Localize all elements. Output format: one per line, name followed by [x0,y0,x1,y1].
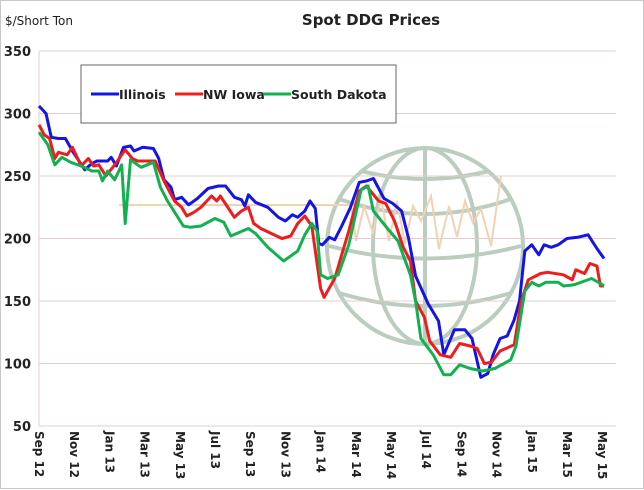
x-tick-label: Jan 15 [525,430,539,473]
series-line-illinois [37,104,606,379]
chart-title: Spot DDG Prices [302,11,440,29]
x-tick-label: Jan 14 [314,430,328,473]
y-tick-label: 200 [4,233,31,248]
x-tick-label: Nov 13 [278,431,292,478]
y-tick-label: 350 [4,45,31,60]
y-tick-label: 100 [4,358,31,373]
y-axis-label: $/Short Ton [5,14,73,28]
x-tick-label: Mar 14 [349,431,363,478]
y-tick-label: 250 [4,170,31,185]
legend-label: NW Iowa [203,87,265,102]
x-tick-label: May 14 [384,431,398,479]
y-tick-label: 150 [4,295,31,310]
x-tick-label: Sep 14 [454,431,468,477]
x-tick-label: Jul 13 [208,430,222,469]
x-tick-label: Jan 13 [102,430,116,473]
x-tick-label: Nov 12 [67,431,81,478]
globe-watermark [325,146,525,346]
x-tick-label: Mar 13 [138,431,152,478]
x-tick-label: Sep 12 [32,431,46,477]
y-tick-label: 50 [13,420,31,435]
x-tick-label: Jul 14 [419,430,433,469]
y-tick-label: 300 [4,108,31,123]
x-tick-label: May 13 [173,431,187,479]
legend-label: Illinois [119,87,166,102]
legend-label: South Dakota [291,87,387,102]
watermark-zigzag [119,175,502,250]
legend: Illinois NW Iowa South Dakota [80,64,397,124]
x-tick-label: Sep 13 [243,431,257,477]
series-line-nw-iowa [37,124,604,365]
series-line-south-dakota [37,131,605,377]
x-tick-label: Mar 15 [560,431,574,478]
x-tick-label: May 15 [595,431,609,479]
x-tick-label: Nov 14 [490,431,504,478]
